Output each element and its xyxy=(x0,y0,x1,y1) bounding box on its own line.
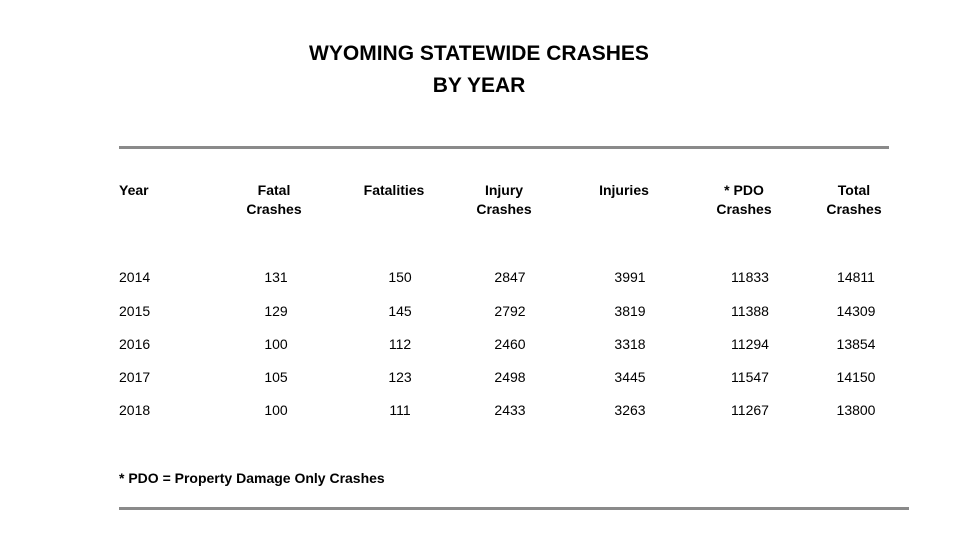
cell-fatalities: 112 xyxy=(388,336,412,352)
header-injuries: Injuries xyxy=(574,181,674,200)
page-title: WYOMING STATEWIDE CRASHES BY YEAR xyxy=(0,38,958,102)
cell-fatalities: 145 xyxy=(388,303,412,319)
top-divider xyxy=(119,146,889,149)
header-injuries-label: Injuries xyxy=(599,182,649,198)
cell-total-crashes: 14811 xyxy=(837,269,875,285)
header-injury-crashes-line2: Crashes xyxy=(476,201,532,217)
header-injury-crashes-line1: Injury xyxy=(484,182,524,198)
cell-pdo-crashes: 11267 xyxy=(731,402,769,418)
cell-fatal-crashes: 100 xyxy=(264,336,288,352)
header-fatalities: Fatalities xyxy=(344,181,444,200)
cell-injuries: 3819 xyxy=(614,303,646,319)
cell-injury-crashes: 2433 xyxy=(494,402,526,418)
title-line-1: WYOMING STATEWIDE CRASHES xyxy=(309,42,649,65)
cell-injuries: 3263 xyxy=(614,402,646,418)
cell-injury-crashes: 2847 xyxy=(494,269,526,285)
bottom-divider xyxy=(119,507,909,510)
cell-year: 2016 xyxy=(119,336,151,352)
header-fatalities-label: Fatalities xyxy=(363,182,425,198)
cell-injuries: 3445 xyxy=(614,369,646,385)
cell-injuries: 3991 xyxy=(614,269,646,285)
cell-fatal-crashes: 100 xyxy=(264,402,288,418)
header-total-crashes: Total Crashes xyxy=(804,181,904,219)
cell-injuries: 3318 xyxy=(614,336,646,352)
cell-pdo-crashes: 11547 xyxy=(731,369,769,385)
cell-fatalities: 111 xyxy=(389,402,411,418)
header-total-crashes-line2: Crashes xyxy=(826,201,882,217)
cell-fatalities: 150 xyxy=(388,269,412,285)
cell-injury-crashes: 2460 xyxy=(494,336,526,352)
header-pdo-crashes-line1: * PDO xyxy=(724,182,764,198)
cell-fatalities: 123 xyxy=(388,369,412,385)
cell-pdo-crashes: 11833 xyxy=(731,269,769,285)
header-year-label: Year xyxy=(119,182,149,198)
footnote: * PDO = Property Damage Only Crashes xyxy=(119,470,385,486)
header-year: Year xyxy=(119,181,149,200)
cell-year: 2015 xyxy=(119,303,151,319)
cell-total-crashes: 14309 xyxy=(836,303,876,319)
cell-total-crashes: 13800 xyxy=(836,402,876,418)
header-fatal-crashes-line2: Crashes xyxy=(246,201,302,217)
cell-year: 2018 xyxy=(119,402,151,418)
cell-year: 2014 xyxy=(119,269,151,285)
cell-fatal-crashes: 129 xyxy=(264,303,288,319)
cell-fatal-crashes: 105 xyxy=(264,369,288,385)
cell-total-crashes: 13854 xyxy=(836,336,876,352)
title-line-2: BY YEAR xyxy=(432,74,526,97)
cell-total-crashes: 14150 xyxy=(836,369,876,385)
cell-injury-crashes: 2498 xyxy=(494,369,526,385)
header-fatal-crashes-line1: Fatal xyxy=(257,182,291,198)
cell-fatal-crashes: 131 xyxy=(264,269,288,285)
header-pdo-crashes: * PDO Crashes xyxy=(694,181,794,219)
cell-pdo-crashes: 11294 xyxy=(731,336,769,352)
cell-injury-crashes: 2792 xyxy=(494,303,526,319)
cell-pdo-crashes: 11388 xyxy=(731,303,769,319)
cell-year: 2017 xyxy=(119,369,151,385)
header-fatal-crashes: Fatal Crashes xyxy=(224,181,324,219)
header-total-crashes-line1: Total xyxy=(837,182,871,198)
header-pdo-crashes-line2: Crashes xyxy=(716,201,772,217)
header-injury-crashes: Injury Crashes xyxy=(454,181,554,219)
